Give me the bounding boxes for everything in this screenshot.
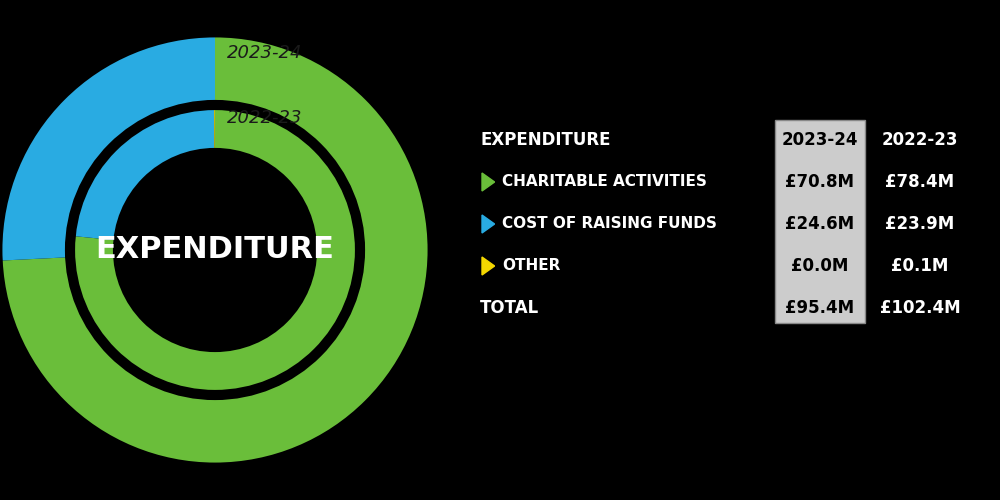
Text: £0.0M: £0.0M — [791, 257, 849, 275]
Wedge shape — [0, 35, 215, 260]
Text: 2023-24: 2023-24 — [782, 131, 858, 149]
Text: £70.8M: £70.8M — [786, 173, 854, 191]
Text: 2022-23: 2022-23 — [882, 131, 958, 149]
Text: OTHER: OTHER — [502, 258, 560, 274]
Wedge shape — [0, 35, 430, 465]
Text: £23.9M: £23.9M — [885, 215, 955, 233]
Text: 2023-24: 2023-24 — [227, 44, 302, 62]
Text: £78.4M: £78.4M — [885, 173, 955, 191]
Circle shape — [115, 150, 315, 350]
Text: £0.1M: £0.1M — [891, 257, 949, 275]
Wedge shape — [74, 108, 214, 240]
Wedge shape — [67, 102, 363, 398]
Polygon shape — [482, 173, 495, 191]
Text: 2022-23: 2022-23 — [227, 109, 302, 127]
Text: EXPENDITURE: EXPENDITURE — [480, 131, 610, 149]
Wedge shape — [73, 108, 357, 392]
Text: CHARITABLE ACTIVITIES: CHARITABLE ACTIVITIES — [502, 174, 707, 190]
Text: £95.4M: £95.4M — [785, 299, 855, 317]
Text: £24.6M: £24.6M — [785, 215, 855, 233]
Bar — [775, 120, 865, 323]
Polygon shape — [482, 215, 495, 233]
Text: COST OF RAISING FUNDS: COST OF RAISING FUNDS — [502, 216, 717, 232]
Text: EXPENDITURE: EXPENDITURE — [96, 236, 334, 264]
Text: £102.4M: £102.4M — [880, 299, 960, 317]
Polygon shape — [482, 257, 495, 275]
Text: TOTAL: TOTAL — [480, 299, 539, 317]
